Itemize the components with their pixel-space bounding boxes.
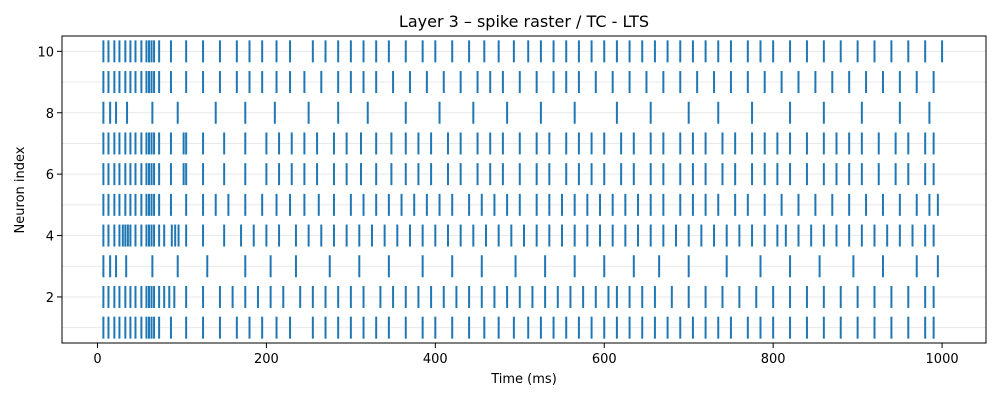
x-tick-label-400: 400 [423, 352, 448, 367]
spike-layer [102, 40, 944, 339]
y-tick-label-4: 4 [46, 230, 54, 245]
x-tick-label-600: 600 [592, 352, 617, 367]
tick-layer: 0 200 400 600 800 1000 2 4 6 8 10 [37, 45, 958, 367]
x-axis-label: Time (ms) [490, 372, 557, 387]
y-tick-label-2: 2 [46, 291, 54, 306]
grid-layer [62, 50, 986, 329]
x-tick-label-200: 200 [254, 352, 279, 367]
x-tick-label-0: 0 [93, 352, 101, 367]
plot-frame [61, 35, 987, 344]
x-tick-label-1000: 1000 [926, 352, 959, 367]
chart-title: Layer 3 – spike raster / TC - LTS [399, 12, 649, 31]
y-tick-label-8: 8 [46, 107, 54, 122]
y-axis-label: Neuron index [13, 146, 28, 233]
x-tick-label-800: 800 [761, 352, 786, 367]
y-tick-label-10: 10 [37, 45, 54, 60]
y-tick-label-6: 6 [46, 168, 54, 183]
